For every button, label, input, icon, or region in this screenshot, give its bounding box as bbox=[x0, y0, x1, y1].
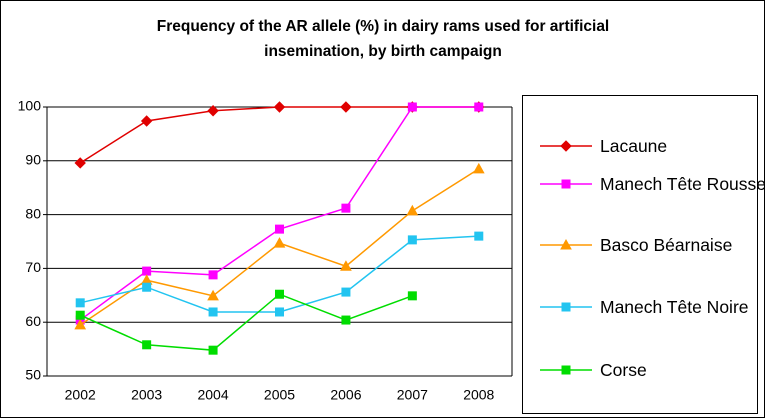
marker bbox=[273, 237, 286, 248]
x-tick-label: 2002 bbox=[65, 387, 96, 403]
marker bbox=[142, 282, 152, 292]
marker bbox=[407, 102, 417, 112]
marker bbox=[208, 270, 218, 280]
y-tick-label: 70 bbox=[25, 259, 41, 275]
marker bbox=[140, 115, 153, 127]
x-tick-label: 2007 bbox=[397, 387, 428, 403]
legend-label: Lacaune bbox=[600, 136, 668, 156]
marker bbox=[142, 266, 152, 276]
legend-label: Manech Tête Rousse bbox=[600, 174, 765, 194]
marker bbox=[75, 298, 85, 308]
marker bbox=[407, 235, 417, 245]
legend-label: Corse bbox=[600, 360, 647, 380]
x-tick-label: 2004 bbox=[197, 387, 228, 403]
x-tick-label: 2006 bbox=[330, 387, 361, 403]
legend-box bbox=[522, 95, 758, 414]
y-tick-label: 50 bbox=[25, 367, 41, 383]
marker bbox=[340, 260, 352, 271]
marker bbox=[275, 289, 284, 299]
legend-label: Basco Béarnaise bbox=[600, 235, 733, 255]
marker bbox=[273, 101, 286, 113]
marker bbox=[341, 315, 351, 325]
marker bbox=[207, 105, 219, 117]
marker bbox=[275, 307, 284, 317]
marker bbox=[142, 340, 152, 350]
marker bbox=[207, 289, 219, 301]
y-tick-label: 60 bbox=[25, 313, 41, 329]
marker bbox=[474, 102, 484, 112]
marker bbox=[74, 157, 86, 169]
marker bbox=[560, 140, 572, 152]
marker bbox=[561, 179, 571, 189]
marker bbox=[74, 318, 87, 330]
marker bbox=[474, 231, 484, 241]
marker bbox=[561, 302, 571, 312]
marker bbox=[560, 238, 572, 250]
marker bbox=[406, 204, 419, 216]
x-tick-label: 2003 bbox=[131, 387, 162, 403]
marker bbox=[340, 101, 352, 113]
legend-label: Manech Tête Noire bbox=[600, 297, 749, 317]
series-line bbox=[79, 293, 413, 351]
marker bbox=[561, 365, 571, 375]
marker bbox=[208, 307, 218, 317]
marker bbox=[275, 224, 284, 234]
y-tick-label: 80 bbox=[25, 205, 41, 221]
marker bbox=[75, 310, 85, 320]
chart-title: Frequency of the AR allele (%) in dairy … bbox=[156, 18, 610, 60]
marker bbox=[407, 291, 417, 301]
y-tick-label: 90 bbox=[25, 152, 41, 168]
y-tick-label: 100 bbox=[18, 98, 42, 114]
marker bbox=[208, 345, 218, 355]
marker bbox=[341, 287, 351, 297]
x-tick-label: 2005 bbox=[264, 387, 295, 403]
marker bbox=[341, 203, 351, 213]
marker bbox=[472, 162, 485, 174]
x-tick-label: 2008 bbox=[463, 387, 494, 403]
series-line bbox=[79, 106, 479, 164]
